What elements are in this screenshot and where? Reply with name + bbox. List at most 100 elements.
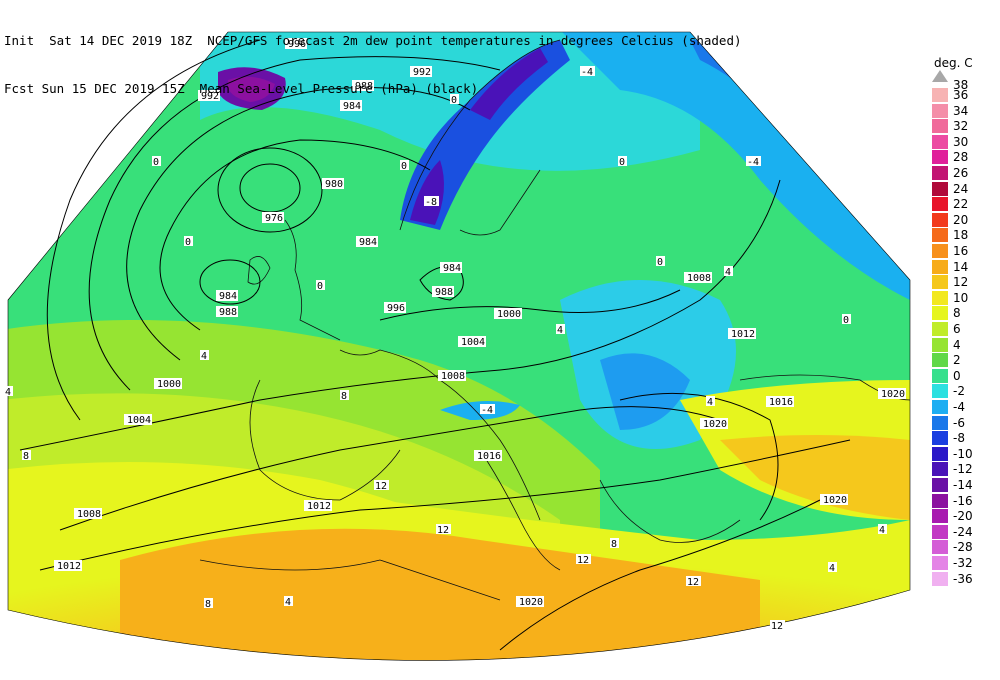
dewpoint-label: 0	[152, 156, 161, 168]
legend-label: 0	[953, 368, 961, 383]
svg-text:984: 984	[219, 291, 237, 302]
svg-text:-4: -4	[747, 157, 759, 168]
legend-swatch	[932, 119, 948, 134]
legend-swatch	[932, 540, 948, 555]
chart-header: Init Sat 14 DEC 2019 18Z NCEP/GFS foreca…	[4, 1, 742, 113]
isobar-label: 1020	[700, 418, 728, 430]
svg-text:984: 984	[359, 237, 377, 248]
legend-swatch	[932, 368, 948, 383]
legend-label: 20	[953, 212, 969, 227]
legend-label: 26	[953, 166, 969, 180]
svg-text:1000: 1000	[157, 379, 181, 390]
svg-text:4: 4	[201, 351, 207, 362]
isobar-label: 996	[285, 38, 307, 50]
legend-label: 18	[953, 228, 969, 243]
legend-top-label: 38	[953, 78, 969, 92]
legend-label: 16	[953, 244, 969, 258]
legend-swatch	[932, 415, 948, 430]
legend-swatch	[932, 197, 948, 212]
legend-swatch	[932, 134, 948, 149]
svg-text:1008: 1008	[77, 509, 101, 520]
legend-label: -6	[953, 415, 965, 430]
svg-text:1020: 1020	[823, 495, 847, 506]
svg-text:984: 984	[343, 101, 361, 112]
legend-overflow-arrow	[932, 70, 948, 82]
isobar-label: 1004	[124, 414, 152, 426]
svg-text:4: 4	[285, 597, 291, 608]
svg-text:992: 992	[201, 91, 219, 102]
isobar-label: 1016	[766, 396, 794, 408]
svg-text:996: 996	[288, 39, 306, 50]
isobar-label: 984	[216, 290, 238, 302]
legend-swatch	[932, 571, 948, 586]
dewpoint-label: 8	[340, 390, 349, 402]
legend-label: -16	[953, 493, 973, 508]
svg-text:1000: 1000	[497, 309, 521, 320]
legend-swatch	[932, 259, 948, 274]
svg-text:1008: 1008	[441, 371, 465, 382]
legend-swatch	[932, 275, 948, 290]
legend-swatch	[932, 322, 948, 336]
legend-title: deg. C	[934, 56, 973, 70]
dewpoint-label: 4	[556, 324, 565, 336]
svg-text:1020: 1020	[519, 597, 543, 608]
svg-text:0: 0	[843, 315, 849, 326]
isobar-label: 1008	[684, 272, 712, 284]
dewpoint-label: 0	[400, 160, 409, 172]
legend-label: -32	[953, 556, 973, 570]
dewpoint-label: 12	[436, 524, 451, 536]
dewpoint-label: 0	[316, 280, 325, 292]
legend-swatch	[932, 306, 948, 321]
legend-swatch	[932, 88, 948, 102]
legend-label: 2	[953, 353, 961, 368]
isobar-label: 980	[322, 178, 344, 190]
svg-text:12: 12	[687, 577, 699, 588]
svg-text:-8: -8	[425, 197, 437, 208]
isobar-label: 1016	[474, 450, 502, 462]
dewpoint-label: 4	[4, 386, 13, 398]
svg-text:1004: 1004	[461, 337, 485, 348]
svg-text:0: 0	[153, 157, 159, 168]
dewpoint-label: 8	[204, 598, 213, 610]
legend-swatch	[932, 228, 948, 243]
header-init-line: Init Sat 14 DEC 2019 18Z NCEP/GFS foreca…	[4, 33, 742, 48]
legend-label: -4	[953, 400, 965, 414]
dewpoint-label: 12	[686, 576, 701, 588]
legend-swatch	[932, 493, 948, 508]
legend-label: -20	[953, 509, 973, 524]
legend-label: -28	[953, 540, 973, 555]
legend-label: 30	[953, 134, 969, 149]
isobar-label: 984	[440, 262, 462, 274]
svg-text:988: 988	[435, 287, 453, 298]
svg-text:0: 0	[657, 257, 663, 268]
legend-label: 24	[953, 181, 969, 196]
svg-text:1012: 1012	[307, 501, 331, 512]
legend-swatch	[932, 353, 948, 368]
svg-text:996: 996	[387, 303, 405, 314]
svg-text:1020: 1020	[881, 389, 905, 400]
dewpoint-label: 12	[374, 480, 389, 492]
dewpoint-label: 0	[184, 236, 193, 248]
isobar-label: 1008	[74, 508, 102, 520]
svg-text:1012: 1012	[57, 561, 81, 572]
svg-text:0: 0	[619, 157, 625, 168]
svg-text:988: 988	[355, 81, 373, 92]
isobars	[19, 39, 851, 651]
svg-text:0: 0	[185, 237, 191, 248]
dewpoint-label: 4	[200, 350, 209, 362]
dewpoint-label: 4	[724, 266, 733, 278]
dewpoint-label: -4	[580, 66, 595, 78]
legend-label: 10	[953, 290, 969, 305]
svg-text:8: 8	[23, 451, 29, 462]
isobar-label: 1012	[304, 500, 332, 512]
svg-text:1016: 1016	[477, 451, 501, 462]
legend-label: -2	[953, 384, 965, 399]
dewpoint-label: 0	[842, 314, 851, 326]
svg-text:976: 976	[265, 213, 283, 224]
isobar-label: 1008	[438, 370, 466, 382]
isobar-label: 988	[432, 286, 454, 298]
dewpoint-label: 0	[450, 94, 459, 106]
legend-label: 34	[953, 103, 969, 118]
dewpoint-label: 4	[878, 524, 887, 536]
